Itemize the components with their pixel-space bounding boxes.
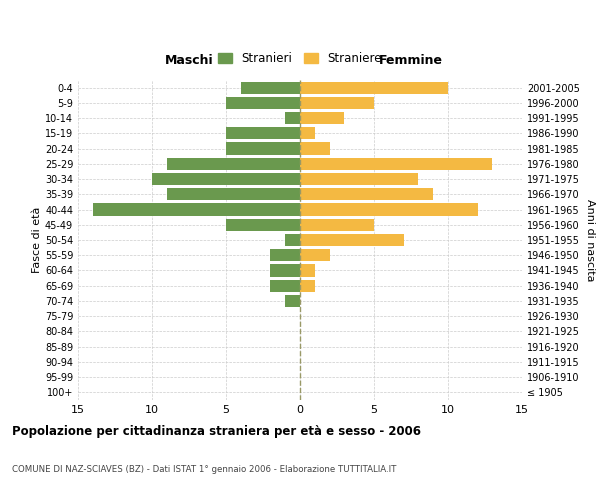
Bar — [285, 112, 300, 124]
Bar — [300, 173, 418, 185]
Bar — [93, 204, 300, 216]
Bar — [271, 280, 300, 292]
Bar — [285, 295, 300, 307]
Bar — [300, 264, 315, 276]
Bar — [300, 188, 433, 200]
Bar — [226, 218, 300, 231]
Y-axis label: Fasce di età: Fasce di età — [32, 207, 42, 273]
Bar — [300, 142, 329, 154]
Text: Popolazione per cittadinanza straniera per età e sesso - 2006: Popolazione per cittadinanza straniera p… — [12, 425, 421, 438]
Text: COMUNE DI NAZ-SCIAVES (BZ) - Dati ISTAT 1° gennaio 2006 - Elaborazione TUTTITALI: COMUNE DI NAZ-SCIAVES (BZ) - Dati ISTAT … — [12, 465, 397, 474]
Bar — [226, 142, 300, 154]
Bar — [300, 218, 374, 231]
Bar — [300, 249, 329, 262]
Bar — [300, 204, 478, 216]
Bar — [300, 112, 344, 124]
Bar — [167, 158, 300, 170]
Bar — [300, 97, 374, 109]
Bar — [271, 264, 300, 276]
Bar — [300, 158, 493, 170]
Bar — [271, 249, 300, 262]
Legend: Stranieri, Straniere: Stranieri, Straniere — [213, 48, 387, 70]
Bar — [300, 280, 315, 292]
Y-axis label: Anni di nascita: Anni di nascita — [585, 198, 595, 281]
Bar — [167, 188, 300, 200]
Bar — [226, 127, 300, 140]
Bar — [226, 97, 300, 109]
Bar — [285, 234, 300, 246]
Bar — [152, 173, 300, 185]
Bar — [241, 82, 300, 94]
Bar — [300, 234, 404, 246]
Bar — [300, 82, 448, 94]
Text: Maschi: Maschi — [164, 54, 214, 67]
Text: Femmine: Femmine — [379, 54, 443, 67]
Bar — [300, 127, 315, 140]
